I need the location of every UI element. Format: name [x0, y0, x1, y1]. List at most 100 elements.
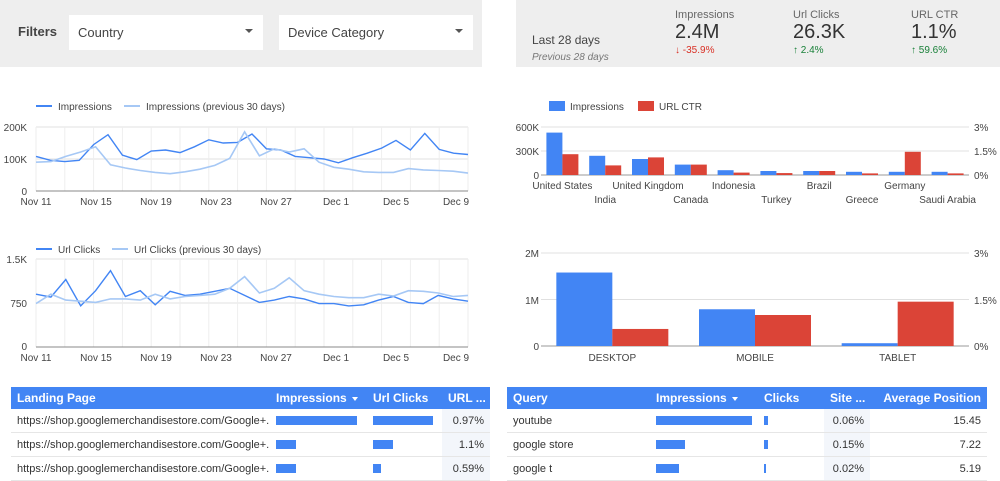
clicks-bar-cell [367, 409, 442, 433]
impressions-line-chart: Impressions Impressions (previous 30 day… [4, 102, 470, 208]
x-tick-label: Nov 27 [260, 353, 292, 363]
x-tick-label: Nov 23 [200, 197, 232, 208]
site-ctr-cell: 0.15% [824, 432, 870, 457]
bar-impressions [717, 170, 734, 175]
table-row[interactable]: google store 0.15% 7.22 [507, 432, 987, 457]
bar-impressions [803, 171, 820, 175]
col-header-impressions-label: Impressions [276, 391, 347, 405]
bar-url-ctr [755, 315, 811, 346]
clicks-bar [373, 464, 381, 473]
category-label: Indonesia [712, 181, 756, 192]
impressions-bar [656, 416, 752, 425]
y-tick-label: 750 [10, 299, 27, 310]
table-row[interactable]: https://shop.googlemerchandisestore.com/… [11, 456, 490, 481]
arrow-up-icon: ↑ [793, 45, 801, 56]
bar-url-ctr [819, 171, 836, 175]
col-header-impressions[interactable]: Impressions [650, 387, 758, 409]
bar-impressions [632, 159, 648, 175]
bar-impressions [589, 155, 606, 175]
bar-url-ctr [733, 172, 750, 175]
x-tick-label: Dec 1 [323, 353, 350, 363]
clicks-bar-cell [367, 456, 442, 481]
col-header-site-ctr[interactable]: Site ... [824, 387, 870, 409]
country-filter-dropdown[interactable]: Country [69, 15, 263, 50]
landing-page-cell: https://shop.googlemerchandisestore.com/… [11, 409, 270, 433]
col-header-landing-page[interactable]: Landing Page [11, 387, 270, 409]
url-ctr-delta: ↑ 59.6% [911, 45, 947, 56]
col-header-average-position[interactable]: Average Position [870, 387, 987, 409]
sort-desc-icon [351, 396, 358, 401]
ctr-cell: 0.59% [442, 456, 490, 481]
col-header-impressions-label: Impressions [656, 391, 727, 405]
impressions-bar-cell [270, 456, 367, 481]
clicks-bar [764, 464, 766, 473]
category-label: India [594, 195, 616, 206]
x-tick-label: Nov 27 [260, 197, 292, 208]
series-line-previous [35, 132, 469, 164]
country-bar-chart: Impressions URL CTR 600K 300K 0 3% 1.5% … [516, 101, 997, 206]
period-label: Last 28 days [532, 33, 601, 47]
category-label: Canada [673, 195, 708, 206]
url-ctr-metric-label: URL CTR [911, 9, 959, 21]
clicks-bar-cell [367, 432, 442, 457]
impressions-bar-cell [650, 456, 758, 481]
category-label: Germany [884, 181, 925, 192]
table-row[interactable]: https://shop.googlemerchandisestore.com/… [11, 409, 490, 433]
col-header-url-ctr[interactable]: URL ... [442, 387, 490, 409]
x-tick-label: Nov 19 [140, 197, 172, 208]
y-tick-label: 2M [525, 249, 539, 260]
legend-impressions-label: Impressions [58, 102, 112, 113]
device-bar-chart: 2M 1M 0 3% 1.5% 0% DESKTOP MOBILE TABLET [525, 249, 997, 364]
url-clicks-metric-value: 26.3K [793, 21, 846, 43]
bar-impressions [888, 171, 905, 175]
y-tick-label: 300K [516, 147, 540, 158]
y-tick-label: 1M [525, 296, 539, 307]
legend-impressions-prev-label: Impressions (previous 30 days) [146, 102, 285, 113]
table-header-row: Landing Page Impressions Url Clicks URL … [11, 387, 490, 409]
col-header-clicks[interactable]: Clicks [758, 387, 824, 409]
category-label: TABLET [879, 353, 916, 364]
site-ctr-cell: 0.02% [824, 456, 870, 481]
impressions-bar [276, 440, 297, 449]
bar-impressions [841, 343, 898, 346]
average-position-cell: 15.45 [870, 409, 987, 433]
chevron-down-icon [455, 29, 463, 33]
bar-impressions [760, 171, 777, 175]
sort-desc-icon [731, 396, 738, 401]
col-header-impressions[interactable]: Impressions [270, 387, 367, 409]
y-right-tick-label: 3% [974, 123, 989, 134]
y-tick-label: 0 [21, 342, 27, 353]
legend-url-clicks-prev-label: Url Clicks (previous 30 days) [134, 245, 261, 256]
impressions-metric-value: 2.4M [675, 21, 720, 43]
average-position-cell: 5.19 [870, 456, 987, 481]
y-right-tick-label: 3% [974, 249, 989, 260]
col-header-query[interactable]: Query [507, 387, 650, 409]
bar-impressions [846, 171, 862, 175]
series-line-current [35, 130, 469, 175]
legend-impressions-swatch [549, 101, 565, 111]
table-row[interactable]: google t 0.02% 5.19 [507, 456, 987, 481]
table-header-row: Query Impressions Clicks Site ... Averag… [507, 387, 987, 409]
col-header-url-clicks[interactable]: Url Clicks [367, 387, 442, 409]
y-tick-label: 1.5K [6, 255, 27, 266]
x-tick-label: Dec 5 [383, 197, 410, 208]
clicks-bar-cell [758, 409, 824, 433]
clicks-bar [764, 416, 769, 425]
table-row[interactable]: youtube 0.06% 15.45 [507, 409, 987, 433]
scorecard-bar [516, 0, 1000, 67]
y-right-tick-label: 0% [974, 342, 989, 353]
device-category-dropdown[interactable]: Device Category [279, 15, 473, 50]
bar-impressions [931, 171, 948, 175]
series-line-current [35, 275, 469, 305]
url-clicks-line-chart: Url Clicks Url Clicks (previous 30 days)… [6, 245, 469, 363]
bar-impressions [674, 164, 691, 175]
ctr-cell: 1.1% [442, 432, 490, 457]
bar-url-ctr [897, 301, 954, 346]
impressions-bar [276, 416, 357, 425]
bar-url-ctr [862, 173, 878, 175]
table-row[interactable]: https://shop.googlemerchandisestore.com/… [11, 432, 490, 457]
bar-impressions [556, 272, 613, 346]
legend-url-ctr-swatch [638, 101, 654, 111]
legend-impressions-label: Impressions [570, 102, 624, 113]
y-tick-label: 600K [516, 123, 540, 134]
